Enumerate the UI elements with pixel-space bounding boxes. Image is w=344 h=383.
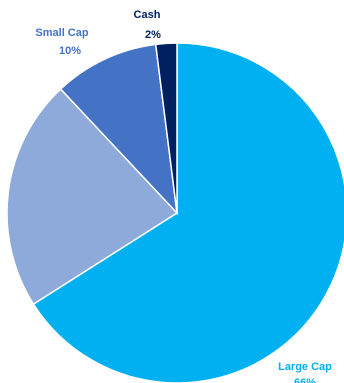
pie-slice	[59, 43, 179, 216]
slice-value-label: 2%	[145, 29, 161, 41]
pie-slice	[6, 88, 179, 306]
slice-value-label: 10%	[59, 45, 81, 57]
slice-label: Small Cap	[35, 27, 88, 39]
slice-value-label: 66%	[294, 377, 316, 383]
pie-slice	[154, 42, 178, 214]
pie-slice	[32, 42, 344, 383]
slice-label: Cash	[134, 9, 161, 21]
slice-label: Large Cap	[278, 361, 332, 373]
